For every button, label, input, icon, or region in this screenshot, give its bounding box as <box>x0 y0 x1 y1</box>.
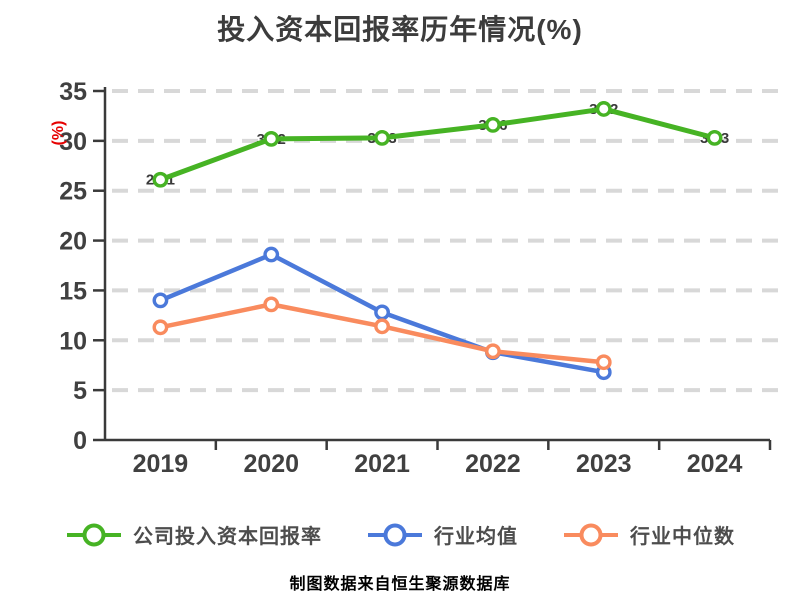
legend-item-industry-mean: 行业均值 <box>366 520 518 549</box>
legend-label-company: 公司投入资本回报率 <box>133 526 322 548</box>
data-point-marker <box>485 117 501 133</box>
y-tick-label: 30 <box>59 128 87 156</box>
y-axis-unit-label: (%) <box>50 121 67 146</box>
legend-label-industry-median: 行业中位数 <box>630 526 735 548</box>
data-source-credit: 制图数据来自恒生聚源数据库 <box>289 576 511 593</box>
y-tick-label: 35 <box>59 78 87 106</box>
x-tick-label: 2019 <box>133 450 189 478</box>
data-point-marker <box>263 296 280 313</box>
data-point-marker <box>595 354 612 371</box>
data-point-marker <box>374 304 390 321</box>
x-tick-label: 2020 <box>243 450 299 478</box>
data-point-marker <box>374 129 390 146</box>
data-point-marker <box>263 130 280 147</box>
data-point-marker <box>595 101 612 117</box>
legend-item-industry-median: 行业中位数 <box>562 520 735 549</box>
y-tick-label: 20 <box>59 228 87 256</box>
chart-legend: 公司投入资本回报率 行业均值 行业中位数 <box>0 520 800 549</box>
legend-line-marker-icon <box>564 523 618 546</box>
y-tick-label: 25 <box>59 178 87 206</box>
x-tick-label: 2021 <box>354 450 410 478</box>
x-tick-label: 2024 <box>687 450 743 478</box>
y-tick-label: 10 <box>59 327 87 355</box>
x-tick-label: 2022 <box>465 450 521 478</box>
y-tick-label: 5 <box>73 377 87 405</box>
data-point-marker <box>263 246 280 263</box>
chart-title: 投入资本回报率历年情况(%) <box>217 14 583 45</box>
y-tick-label: 15 <box>59 277 87 305</box>
data-point-marker <box>152 171 169 188</box>
legend-label-industry-mean: 行业均值 <box>434 526 518 548</box>
y-tick-label: 0 <box>73 427 87 455</box>
legend-item-company: 公司投入资本回报率 <box>65 520 322 549</box>
series-line-0 <box>157 106 718 183</box>
x-tick-label: 2023 <box>576 450 632 478</box>
data-point-marker <box>706 129 723 146</box>
legend-line-marker-icon <box>67 523 121 546</box>
data-point-marker <box>152 319 169 336</box>
data-point-marker <box>374 318 390 335</box>
data-point-marker <box>152 292 169 309</box>
legend-line-marker-icon <box>368 523 422 546</box>
data-point-marker <box>485 343 501 360</box>
